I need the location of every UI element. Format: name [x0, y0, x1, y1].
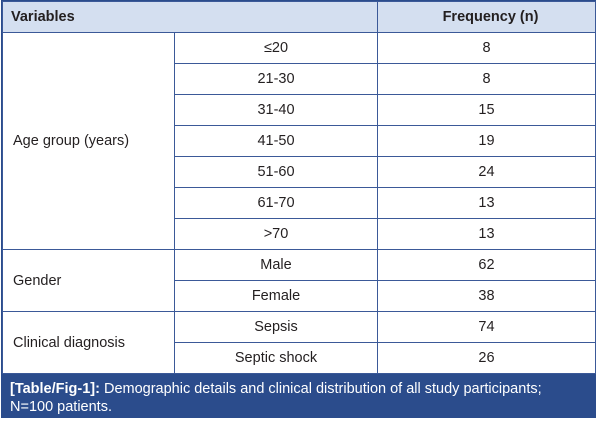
frequency-value: 74 — [377, 311, 596, 343]
sub-label: 21-30 — [174, 63, 378, 95]
header-row: Variables Frequency (n) — [2, 1, 596, 33]
sub-label: Sepsis — [174, 311, 378, 343]
frequency-value: 62 — [377, 249, 596, 281]
sub-label: ≤20 — [174, 32, 378, 64]
frequency-value: 8 — [377, 32, 596, 64]
table-row: 41-50 19 — [3, 125, 596, 157]
table-row: 51-60 24 — [3, 156, 596, 188]
sub-label: 51-60 — [174, 156, 378, 188]
frequency-value: 19 — [377, 125, 596, 157]
table-row: Septic shock 26 — [3, 342, 596, 374]
frequency-value: 38 — [377, 280, 596, 312]
header-frequency: Frequency (n) — [377, 1, 596, 33]
table-row: >70 13 — [3, 218, 596, 250]
sub-label: 61-70 — [174, 187, 378, 219]
table-row: Age group (years) ≤20 8 — [2, 32, 596, 250]
sub-label: Septic shock — [174, 342, 378, 374]
frequency-value: 13 — [377, 187, 596, 219]
table-row: Gender Male 62 — [2, 249, 596, 312]
frequency-value: 26 — [377, 342, 596, 374]
group-label-gender: Gender — [2, 249, 175, 312]
table-row: Female 38 — [3, 280, 596, 312]
sub-label: 31-40 — [174, 94, 378, 126]
sub-label: Male — [174, 249, 378, 281]
frequency-value: 24 — [377, 156, 596, 188]
group-label-diagnosis: Clinical diagnosis — [2, 311, 175, 374]
table-row: Clinical diagnosis Sepsis 74 — [2, 311, 596, 374]
frequency-value: 15 — [377, 94, 596, 126]
table-caption: [Table/Fig-1]: Demographic details and c… — [2, 374, 595, 417]
caption-text: Demographic details and clinical distrib… — [10, 381, 542, 415]
sub-label: Female — [174, 280, 378, 312]
frequency-value: 13 — [377, 218, 596, 250]
header-variables: Variables — [2, 1, 378, 33]
group-label-age: Age group (years) — [2, 32, 175, 250]
sub-label: >70 — [174, 218, 378, 250]
table-row: 61-70 13 — [3, 187, 596, 219]
frequency-value: 8 — [377, 63, 596, 95]
demographics-table: Variables Frequency (n) Age group (years… — [2, 1, 596, 374]
sub-label: 41-50 — [174, 125, 378, 157]
caption-ref: [Table/Fig-1]: — [10, 381, 100, 397]
table-row: 21-30 8 — [3, 63, 596, 95]
